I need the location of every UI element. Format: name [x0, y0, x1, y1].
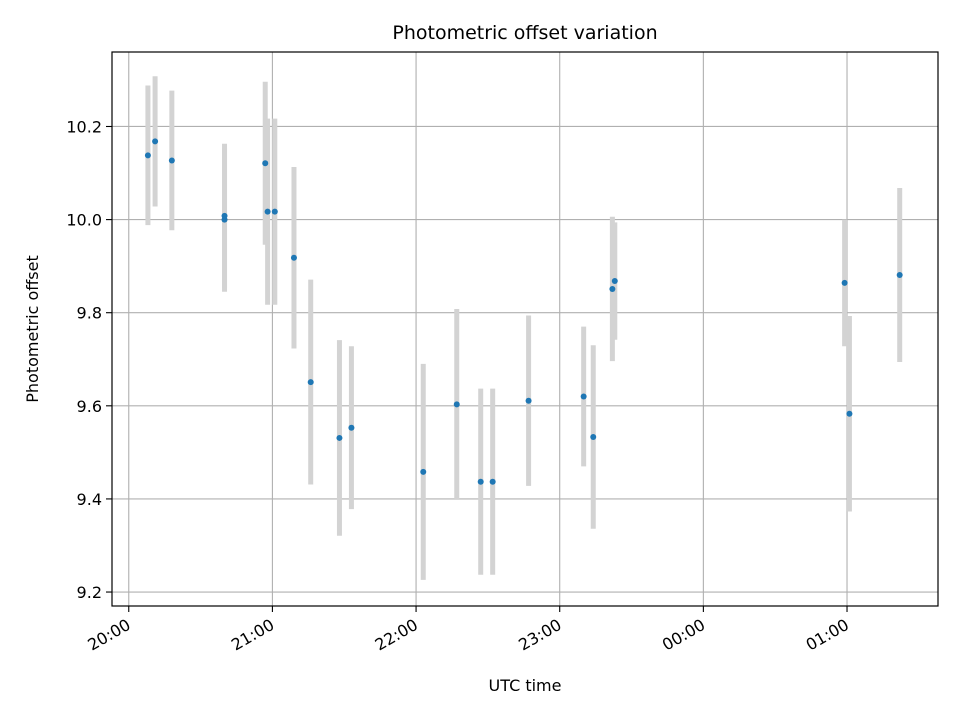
y-tick-label: 9.2	[77, 583, 102, 602]
data-point	[264, 208, 271, 215]
data-point	[525, 397, 532, 404]
data-point	[580, 393, 587, 400]
chart-title: Photometric offset variation	[392, 22, 657, 44]
data-point	[271, 208, 278, 215]
data-point	[489, 478, 496, 485]
y-tick-label: 9.8	[77, 304, 102, 323]
data-point	[336, 434, 343, 441]
data-point	[841, 279, 848, 286]
data-point	[348, 424, 355, 431]
x-axis-label: UTC time	[489, 676, 562, 695]
data-point	[477, 478, 484, 485]
data-point	[221, 212, 228, 219]
data-point	[611, 278, 618, 285]
data-point	[590, 434, 597, 441]
data-point	[420, 468, 427, 475]
data-point	[453, 401, 460, 408]
data-point	[609, 285, 616, 292]
data-point	[152, 138, 159, 145]
y-tick-label: 10.2	[66, 117, 102, 136]
data-point	[144, 152, 151, 159]
y-tick-label: 10.0	[66, 211, 102, 230]
data-points	[144, 138, 903, 485]
data-point	[290, 254, 297, 261]
data-point	[896, 271, 903, 278]
data-point	[168, 157, 175, 164]
y-tick-label: 9.4	[77, 490, 102, 509]
data-point	[307, 379, 314, 386]
y-axis-label: Photometric offset	[23, 255, 42, 403]
y-tick-label: 9.6	[77, 397, 102, 416]
plot-frame	[111, 51, 939, 607]
data-point	[262, 160, 269, 167]
data-point	[846, 410, 853, 417]
